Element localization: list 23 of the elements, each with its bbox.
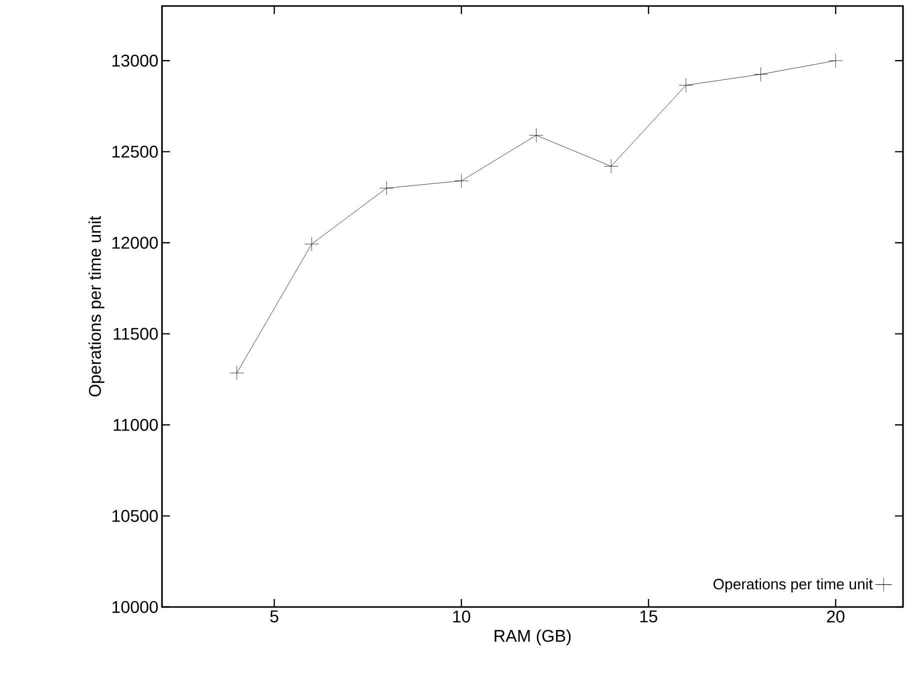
point [230, 366, 244, 380]
x-axis-title: RAM (GB) [494, 629, 571, 646]
legend-label: Operations per time unit [714, 578, 873, 592]
x-tick-label: 20 [827, 610, 844, 623]
point [604, 159, 618, 174]
y-axis-title: Operations per time unit [88, 216, 104, 396]
y-tick-label: 12000 [112, 236, 158, 249]
x-tick-label: 5 [270, 610, 278, 622]
y-tick-label: 10500 [112, 510, 158, 522]
x-tick-label: 15 [640, 610, 658, 622]
point [529, 128, 544, 143]
y-tick-label: 11000 [114, 418, 158, 431]
point [678, 78, 694, 92]
y-tick-label: 11500 [114, 328, 158, 340]
y-tick-label: 12500 [112, 146, 158, 158]
point [828, 53, 843, 68]
y-tick-label: 13000 [112, 54, 158, 67]
y-tick-label: 10000 [112, 600, 158, 614]
point [454, 174, 469, 188]
point [754, 67, 768, 82]
x-tick-label: 10 [453, 610, 470, 623]
point [379, 180, 394, 196]
point [304, 236, 319, 252]
